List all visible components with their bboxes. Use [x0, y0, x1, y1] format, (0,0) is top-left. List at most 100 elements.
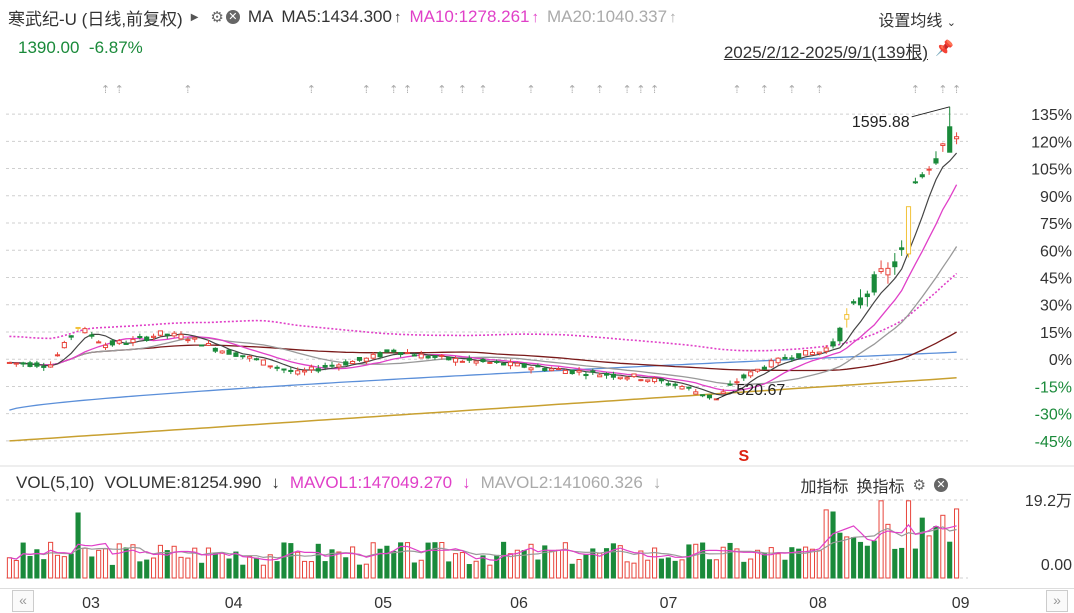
add-indicator-button[interactable]: 加指标	[800, 479, 849, 496]
volume-bar	[336, 551, 342, 579]
volume-bar	[940, 514, 946, 579]
volume-bar	[27, 555, 33, 579]
volume-bar	[363, 563, 369, 579]
volume-bar	[528, 543, 534, 579]
volume-bar	[803, 546, 809, 579]
volume-bar	[700, 542, 706, 579]
event-marker: ⇡	[623, 84, 632, 96]
date-range[interactable]: 2025/2/12-2025/9/1(139根)	[723, 43, 928, 62]
scroll-left-button[interactable]: «	[12, 590, 34, 612]
candle-body	[336, 364, 342, 368]
event-marker: ⇡	[389, 84, 398, 96]
volume-bar	[425, 542, 431, 579]
scroll-right-button[interactable]: »	[1046, 590, 1068, 612]
volume-bar	[398, 542, 404, 579]
volume-bar	[844, 536, 850, 579]
candle-body	[899, 247, 905, 250]
stock-title[interactable]: 寒武纪-U (日线,前复权)	[8, 9, 183, 29]
volume-bar	[933, 526, 939, 579]
y-tick-label: -15%	[1035, 379, 1072, 396]
y-tick-label: 75%	[1040, 216, 1072, 233]
candle-body	[322, 365, 328, 368]
volume-bar	[199, 562, 205, 579]
volume-bar	[6, 557, 12, 579]
volume-bar	[219, 552, 225, 579]
volume-bar	[501, 541, 507, 579]
candle-body	[137, 336, 143, 339]
gear-icon[interactable]: ⚙	[912, 477, 926, 494]
event-marker: ⇡	[437, 84, 446, 96]
y-tick-label: 0%	[1049, 352, 1072, 369]
gear-icon[interactable]: ⚙	[210, 9, 224, 26]
event-marker: ⇡	[101, 84, 110, 96]
volume-bar	[610, 543, 616, 579]
candle-body	[404, 352, 411, 355]
volume-bar	[919, 517, 925, 579]
volume-bar	[686, 544, 692, 579]
volume-bar	[665, 557, 671, 579]
y-tick-label: -30%	[1035, 407, 1072, 424]
volume-bar	[82, 547, 88, 579]
candle-body	[343, 361, 349, 366]
candle-body	[775, 357, 781, 364]
volume-bar	[281, 542, 287, 579]
candle-body	[267, 365, 273, 368]
volume-bar	[590, 548, 596, 579]
candle-body	[631, 373, 637, 378]
candle-body	[679, 385, 685, 390]
candle-body	[576, 370, 582, 373]
candle-body	[837, 327, 843, 342]
volume-bar	[137, 561, 143, 579]
y-tick-label: -45%	[1035, 434, 1072, 451]
candle-body	[734, 381, 740, 384]
volume-bar	[164, 550, 170, 579]
mavol1-value: MAVOL1:147049.270	[289, 473, 453, 492]
candle-body	[844, 314, 850, 320]
arrow-down-icon: ↓	[462, 473, 471, 492]
candle-body	[185, 339, 191, 342]
switch-indicator-button[interactable]: 换指标	[856, 479, 905, 496]
candle-body	[205, 342, 212, 346]
close-icon[interactable]: ✕	[225, 10, 240, 24]
volume-bar	[473, 560, 479, 579]
candle-body	[301, 370, 308, 373]
pin-icon[interactable]: 📌	[935, 40, 954, 57]
arrow-up-icon: ↑	[669, 8, 677, 26]
candle-body	[871, 274, 877, 293]
indicator-row: 寒武纪-U (日线,前复权) ▶ ⚙ ✕ MA MA5:1434.300 ↑ M…	[8, 6, 685, 29]
ma-label: MA	[247, 7, 274, 26]
annotation-arrow	[911, 106, 950, 118]
volume-bar	[837, 532, 843, 579]
volume-header: VOL(5,10) VOLUME:81254.990 ↓ MAVOL1:1470…	[16, 473, 671, 493]
candle-body	[151, 335, 157, 338]
volume-bar	[912, 548, 918, 579]
candle-body	[700, 394, 706, 397]
volume-bar	[535, 559, 541, 579]
candle-body	[514, 362, 520, 367]
y-tick-label: 60%	[1040, 243, 1072, 260]
candle-body	[315, 368, 321, 372]
volume-bar	[899, 547, 905, 579]
candle-body	[102, 344, 109, 349]
caret-right-icon[interactable]: ▶	[190, 11, 199, 23]
candle-body	[473, 360, 479, 364]
volume-bar	[693, 543, 699, 579]
volume-bar	[253, 557, 260, 579]
candle-body	[75, 326, 81, 329]
volume-min-label: 0.00	[1041, 557, 1072, 574]
volume-bar	[706, 559, 713, 579]
ma-settings-button[interactable]: 设置均线 ⌄	[878, 13, 956, 30]
price-row: 1390.00 -6.87%	[18, 38, 143, 58]
volume-bar	[816, 550, 822, 579]
price-annotation: 520.67	[736, 382, 785, 399]
candle-body	[123, 342, 129, 345]
x-tick-label: 03	[82, 595, 100, 612]
volume-bar	[864, 545, 870, 579]
volume-bar	[267, 554, 273, 579]
volume-bar	[308, 561, 314, 579]
volume-bar	[384, 545, 390, 579]
vol-label: VOL(5,10)	[16, 473, 95, 492]
close-icon[interactable]: ✕	[934, 478, 948, 492]
volume-bar	[507, 553, 514, 579]
